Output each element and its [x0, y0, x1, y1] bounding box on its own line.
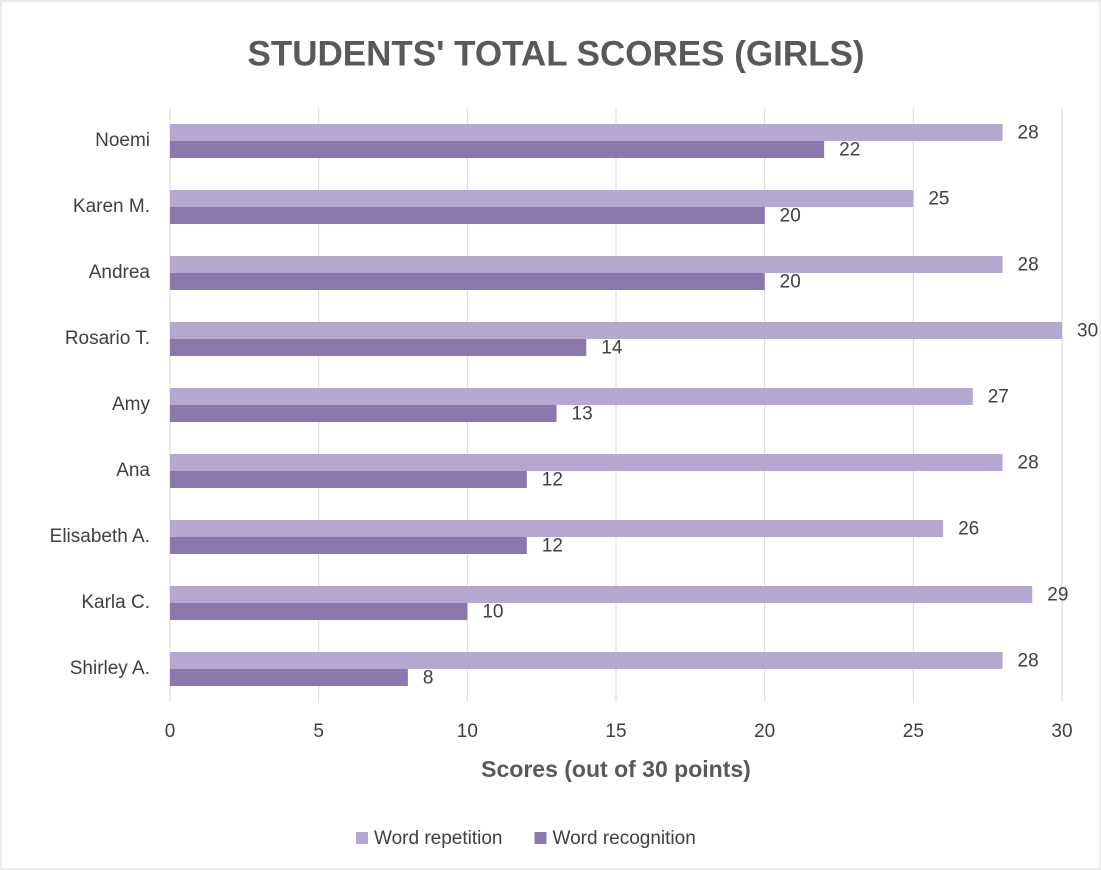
- bar: [170, 652, 1003, 669]
- x-tick-label: 25: [903, 721, 924, 742]
- y-tick-label: Ana: [116, 460, 150, 481]
- legend-swatch: [534, 832, 547, 844]
- data-label: 13: [572, 404, 593, 425]
- legend-swatch: [356, 832, 368, 844]
- data-label: 12: [542, 536, 563, 557]
- x-tick-label: 0: [165, 721, 176, 742]
- x-tick-label: 15: [605, 721, 626, 742]
- data-label: 14: [601, 338, 623, 359]
- bar: [170, 339, 587, 356]
- bar: [170, 141, 825, 158]
- data-label: 28: [1018, 453, 1039, 474]
- x-tick-label: 10: [457, 721, 478, 742]
- y-tick-label: Andrea: [89, 262, 151, 283]
- data-label: 8: [423, 668, 434, 689]
- bar: [170, 454, 1003, 471]
- data-label: 28: [1018, 651, 1039, 672]
- bar: [170, 520, 944, 537]
- x-tick-label: 5: [313, 721, 324, 742]
- bar: [170, 471, 527, 488]
- bar: [170, 207, 765, 224]
- chart-title: STUDENTS' TOTAL SCORES (GIRLS): [248, 34, 865, 73]
- bar: [170, 273, 765, 290]
- bar: [170, 405, 557, 422]
- data-label: 28: [1018, 255, 1039, 276]
- data-label: 20: [780, 272, 801, 293]
- legend-label: Word repetition: [374, 828, 503, 849]
- data-label: 27: [988, 387, 1009, 408]
- y-tick-label: Karla C.: [81, 592, 150, 613]
- y-tick-label: Amy: [112, 394, 151, 415]
- bar: [170, 586, 1033, 603]
- data-label: 29: [1047, 585, 1068, 606]
- data-label: 20: [780, 206, 801, 227]
- data-label: 22: [839, 140, 860, 161]
- legend-label: Word recognition: [553, 828, 696, 849]
- data-label: 28: [1018, 123, 1039, 144]
- data-label: 30: [1077, 321, 1098, 342]
- x-tick-label: 30: [1051, 721, 1072, 742]
- x-tick-label: 20: [754, 721, 775, 742]
- bar: [170, 388, 973, 405]
- y-tick-label: Karen M.: [73, 196, 150, 217]
- bar: [170, 603, 468, 620]
- x-axis-title: Scores (out of 30 points): [481, 756, 751, 782]
- y-tick-label: Rosario T.: [65, 328, 150, 349]
- bar: [170, 322, 1062, 339]
- data-label: 26: [958, 519, 979, 540]
- data-label: 10: [482, 602, 503, 623]
- data-label: 25: [928, 189, 949, 210]
- y-tick-label: Elisabeth A.: [50, 526, 150, 547]
- bar: [170, 669, 408, 686]
- bar: [170, 256, 1003, 273]
- bar: [170, 190, 914, 207]
- y-tick-label: Shirley A.: [70, 658, 150, 679]
- y-tick-label: Noemi: [95, 130, 150, 151]
- data-label: 12: [542, 470, 563, 491]
- bar: [170, 124, 1003, 141]
- bar: [170, 537, 527, 554]
